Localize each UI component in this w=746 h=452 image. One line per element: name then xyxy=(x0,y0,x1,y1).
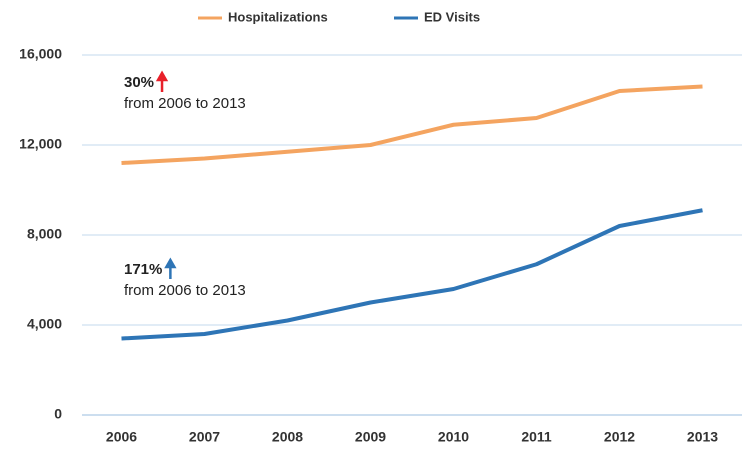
y-tick-label: 12,000 xyxy=(19,136,62,152)
y-tick-label: 0 xyxy=(54,406,62,422)
legend-label: ED Visits xyxy=(424,9,480,24)
x-tick-label: 2008 xyxy=(272,429,303,445)
annotation-text: from 2006 to 2013 xyxy=(124,95,246,112)
annotation-arrow xyxy=(155,70,169,92)
annotation-value: 171% xyxy=(124,261,162,278)
annotation-value: 30% xyxy=(124,74,154,91)
x-tick-label: 2006 xyxy=(106,429,137,445)
series-line xyxy=(121,208,703,341)
x-tick-label: 2007 xyxy=(189,429,220,445)
x-tick-label: 2009 xyxy=(355,429,386,445)
x-tick-label: 2011 xyxy=(521,429,552,445)
annotation-arrow xyxy=(164,257,177,279)
annotation-text: from 2006 to 2013 xyxy=(124,282,246,299)
y-tick-label: 4,000 xyxy=(27,316,62,332)
x-tick-label: 2012 xyxy=(604,429,635,445)
y-tick-label: 8,000 xyxy=(27,226,62,242)
legend-label: Hospitalizations xyxy=(228,9,328,24)
y-tick-label: 16,000 xyxy=(19,46,62,62)
x-tick-label: 2010 xyxy=(438,429,469,445)
x-tick-label: 2013 xyxy=(687,429,718,445)
series-line xyxy=(121,84,703,165)
